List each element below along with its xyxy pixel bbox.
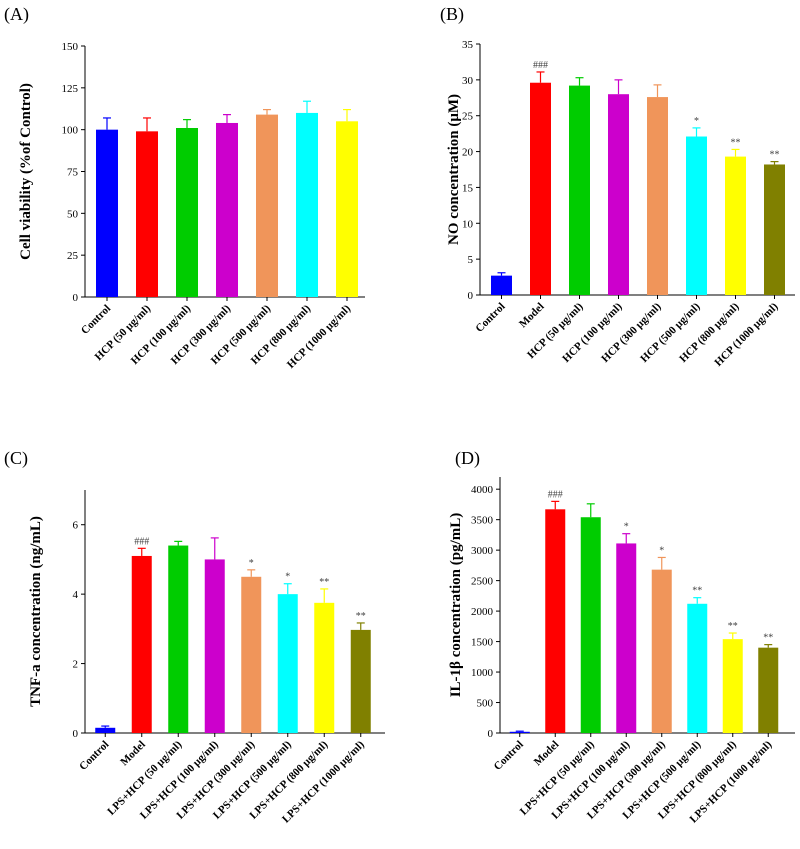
p4-bar-4 [651,569,672,733]
p4-significance-6: ** [728,621,738,632]
p4-y-tick-label-6: 3000 [471,545,494,557]
p2-y-tick-label-4: 20 [462,147,474,159]
panel-label-c: (C) [4,448,28,468]
p2-bar-3 [608,94,629,295]
panel-label-a: (A) [4,4,29,24]
p3-bar-3 [204,559,225,733]
p3-y-tick-label-0: 0 [73,728,79,740]
p2-y-tick-label-7: 35 [462,39,474,51]
p1-y-tick-label-6: 150 [62,41,79,53]
p2-bar-4 [647,97,668,295]
p4-category-label-0: Control [492,739,526,773]
p3-bar-2 [168,545,189,733]
p4-y-tick-label-2: 1000 [471,667,494,679]
p1-y-tick-label-5: 125 [62,83,79,95]
p4-y-tick-label-7: 3500 [471,515,494,527]
p1-bar-2 [176,127,198,297]
p3-significance-5: * [285,572,290,583]
p4-y-tick-label-5: 2500 [471,576,494,588]
p3-category-label-1: Model [118,739,148,769]
p3-bar-0 [95,727,116,733]
p4-y-tick-label-8: 4000 [471,484,494,496]
p3-bar-5 [277,594,298,733]
p2-bar-6 [725,156,746,295]
p4-bar-5 [687,603,708,733]
p4-bar-2 [580,517,601,733]
p3-significance-6: ** [319,577,329,588]
p3-significance-7: ** [356,611,366,622]
p3-y-axis-title: TNF-a concentration (ng/mL) [28,516,44,707]
panel-label-b: (B) [440,4,464,24]
p4-bar-7 [758,647,779,733]
p2-significance-5: * [694,116,699,127]
p1-y-tick-label-4: 100 [62,125,79,137]
p2-y-tick-label-1: 5 [468,254,474,266]
p4-significance-1: ### [548,489,563,500]
p4-significance-7: ** [763,633,773,644]
p4-bar-3 [616,543,637,733]
p4-y-tick-label-4: 2000 [471,606,494,618]
p4-y-axis-title: IL-1β concentration (pg/mL) [448,513,464,698]
p3-y-tick-label-3: 6 [73,520,79,532]
p4-y-tick-label-1: 500 [477,698,494,710]
p4-y-tick-label-3: 1500 [471,637,494,649]
p3-bar-6 [314,602,335,733]
p3-significance-4: * [249,558,254,569]
p1-y-tick-label-3: 75 [67,167,79,179]
p4-y-tick-label-0: 0 [488,728,494,740]
p1-y-tick-label-1: 25 [67,250,79,262]
p2-category-label-1: Model [517,301,547,331]
p4-bar-0 [509,731,530,733]
p1-y-tick-label-0: 0 [73,292,79,304]
p1-y-axis-title: Cell viability (%of Control) [18,83,34,260]
p4-bar-1 [545,509,566,733]
p2-bar-2 [569,85,590,295]
p2-bar-7 [764,164,785,295]
p4-significance-4: * [659,545,664,556]
p2-bar-1 [530,82,551,296]
p2-y-tick-label-6: 30 [462,75,474,87]
p4-category-label-1: Model [532,739,562,769]
p1-bar-5 [296,112,318,297]
p4-bar-6 [722,639,743,733]
p2-significance-6: ** [731,137,741,148]
p2-category-label-0: Control [473,301,507,335]
p1-category-label-0: Control [79,303,113,337]
p1-bar-6 [336,121,358,297]
panel-label-d: (D) [455,448,480,468]
p3-y-tick-label-2: 4 [73,589,79,601]
p1-bar-3 [216,122,238,298]
p2-significance-1: ### [533,60,548,71]
p2-y-axis-title: NO concentration (μM) [446,94,462,245]
p2-y-tick-label-3: 15 [462,182,474,194]
p2-y-tick-label-0: 0 [468,290,474,302]
p3-bar-1 [131,555,152,733]
p3-y-tick-label-1: 2 [73,659,79,671]
p1-y-tick-label-2: 50 [67,208,79,220]
p1-bar-1 [136,131,158,297]
p4-significance-3: * [624,522,629,533]
p2-significance-7: ** [770,150,780,161]
p2-y-tick-label-5: 25 [462,111,474,123]
p4-significance-5: ** [692,586,702,597]
p2-y-tick-label-2: 10 [462,218,474,230]
p3-category-label-0: Control [77,739,111,773]
p2-bar-5 [686,136,707,295]
p1-bar-0 [96,129,118,297]
p3-significance-1: ### [134,536,149,547]
p3-bar-7 [350,629,371,733]
p1-bar-4 [256,114,278,298]
p2-bar-0 [491,275,512,295]
p3-bar-4 [241,576,262,733]
